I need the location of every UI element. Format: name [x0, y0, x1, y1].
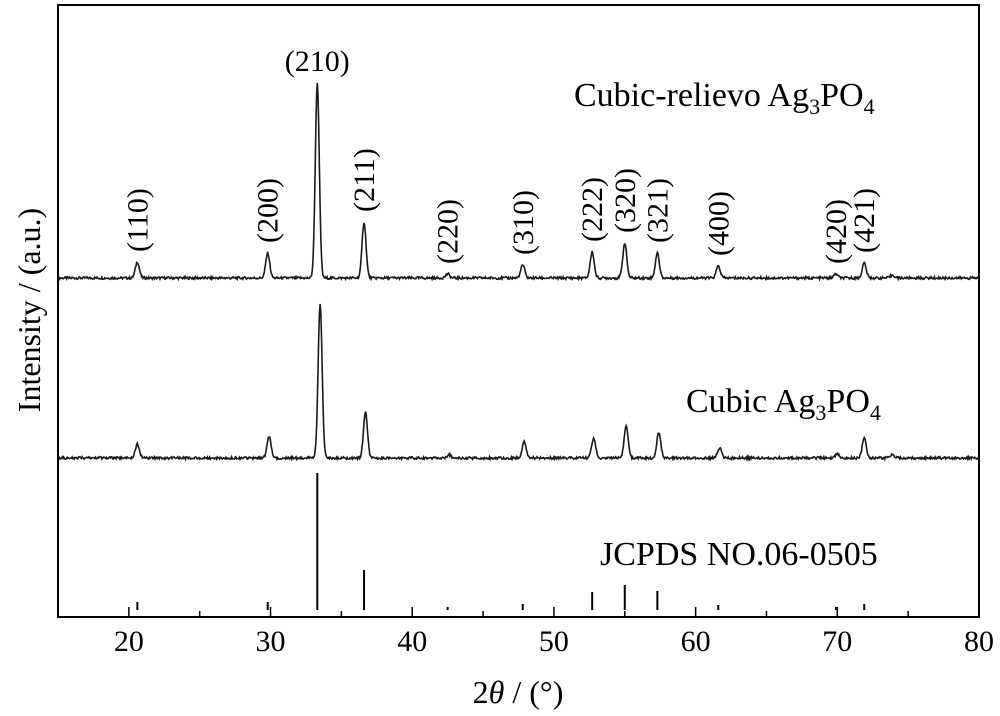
reference-label: JCPDS NO.06-0505: [600, 536, 878, 573]
x-axis-title: 2θ / (°): [473, 674, 564, 710]
series-label-relievo: Cubic-relievo Ag3PO4: [574, 77, 875, 119]
peak-annotations: (110) (200) (210) (211) (220) (310) (222) (320)…: [121, 45, 881, 264]
peak-annotation: (200): [252, 178, 285, 243]
series-line-1: [57, 303, 980, 463]
x-tick-label: 70: [822, 625, 852, 658]
peak-annotation: (222): [576, 177, 609, 242]
peak-annotation: (210): [285, 45, 350, 78]
peak-annotation: (400): [702, 191, 735, 256]
x-ticks: 20 30 40 50 60 70 80: [57, 607, 994, 658]
peak-annotation: (421): [848, 188, 881, 253]
peak-annotation: (310): [507, 190, 540, 255]
x-tick-label: 30: [256, 625, 286, 658]
peak-annotation: (220): [432, 199, 465, 264]
y-axis-title: Intensity / (a.u.): [11, 208, 47, 412]
peak-annotation: (110): [121, 188, 154, 252]
reference-lines: [136, 473, 866, 610]
series-line-0: [57, 82, 980, 282]
x-tick-label: 20: [114, 625, 144, 658]
plot-frame: [57, 4, 980, 618]
peak-annotation: (211): [348, 148, 381, 212]
x-tick-label: 50: [539, 625, 569, 658]
peak-annotation: (321): [641, 178, 674, 243]
x-tick-label: 80: [964, 625, 994, 658]
series-label-cubic: Cubic Ag3PO4: [686, 383, 881, 425]
peak-annotation: (420): [820, 199, 853, 264]
x-tick-label: 60: [681, 625, 711, 658]
x-tick-label: 40: [397, 625, 427, 658]
series-group: [57, 82, 980, 463]
peak-annotation: (320): [609, 168, 642, 233]
